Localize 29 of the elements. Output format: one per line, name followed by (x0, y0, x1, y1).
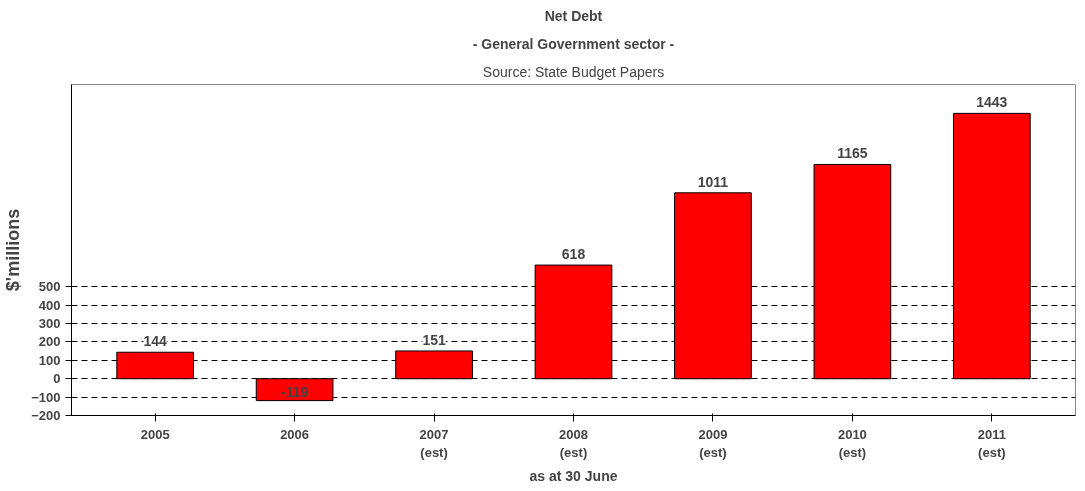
y-axis-title: $'millions (3, 208, 24, 292)
x-tick-label: 2011 (est) (977, 426, 1006, 460)
y-tick-label: 500 (38, 279, 61, 295)
x-axis-title: as at 30 June (529, 467, 618, 484)
x-tick-label: 2008 (est) (559, 426, 588, 460)
y-tick-label: 300 (38, 316, 61, 332)
data-label: 618 (561, 246, 586, 263)
source-note: Source: State Budget Papers (482, 63, 665, 80)
y-tick-label: 0 (53, 371, 61, 387)
x-tick-label: 2009 (est) (698, 426, 728, 460)
data-label: 1165 (837, 145, 868, 162)
y-tick-label: 200 (38, 334, 61, 350)
x-tick-label: 2005 (140, 426, 170, 442)
y-tick-label: 100 (38, 352, 61, 368)
x-tick-label: 2010 (est) (837, 426, 867, 460)
data-label: 1443 (976, 94, 1008, 111)
x-tick-label: 2007 (est) (419, 426, 449, 460)
bar (395, 350, 473, 380)
data-label: 151 (422, 331, 446, 348)
y-tick-label: 400 (38, 297, 61, 313)
x-tick-label: 2006 (280, 426, 310, 442)
data-label: 144 (143, 333, 168, 350)
chart-title: Net Debt (544, 7, 603, 24)
data-label: -119 (280, 383, 309, 400)
bar (116, 351, 195, 380)
y-tick-label: −100 (31, 389, 61, 405)
data-label: 1011 (697, 173, 729, 190)
y-tick-label: −200 (31, 408, 61, 423)
chart-subtitle: - General Government sector - (472, 35, 675, 52)
